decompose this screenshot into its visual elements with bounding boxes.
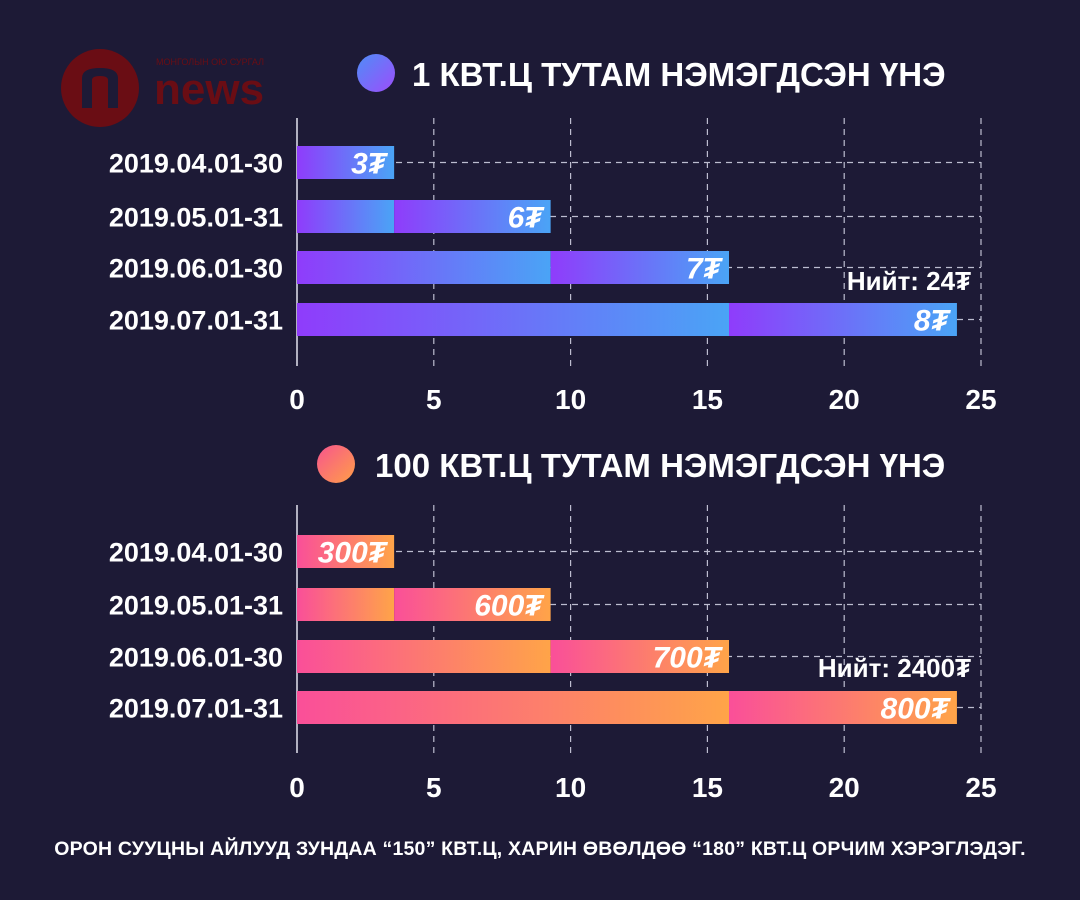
- value-label: 300₮: [318, 537, 389, 570]
- x-tick-label: 25: [965, 772, 996, 803]
- x-tick-label: 0: [289, 772, 305, 803]
- bar-increment-segment: [297, 535, 395, 568]
- bar-increment-segment: [550, 640, 730, 673]
- x-tick-label: 10: [555, 384, 586, 415]
- x-tick-label: 15: [692, 772, 723, 803]
- value-label: 800₮: [881, 693, 952, 726]
- value-label: 6₮: [508, 202, 546, 235]
- value-label: 700₮: [653, 642, 724, 675]
- footer-note: ОРОН СУУЦНЫ АЙЛУУД ЗУНДАА “150” КВТ.Ц, Х…: [54, 838, 1026, 860]
- total-label: Нийт: 24₮: [847, 266, 971, 296]
- category-label: 2019.07.01-31: [109, 694, 283, 724]
- bar-increment-segment: [729, 691, 957, 724]
- legend-marker: [357, 54, 395, 92]
- bar-increment-segment: [550, 251, 730, 284]
- bar-increment-segment: [729, 303, 957, 336]
- chart-title: 100 КВТ.Ц ТУТАМ НЭМЭГДСЭН ҮНЭ: [375, 447, 945, 484]
- chart-1: 1 КВТ.Ц ТУТАМ НЭМЭГДСЭН ҮНЭ 0 5 10 15 20 25 201…: [109, 54, 997, 415]
- category-label: 2019.05.01-31: [109, 203, 283, 233]
- value-label: 600₮: [474, 590, 545, 623]
- chart-2: 100 КВТ.Ц ТУТАМ НЭМЭГДСЭН ҮНЭ 0 5 10 15 20 25 2…: [109, 445, 997, 803]
- x-tick-label: 0: [289, 384, 305, 415]
- category-label: 2019.06.01-30: [109, 643, 283, 673]
- x-tick-label: 15: [692, 384, 723, 415]
- bar-previous-segment: [297, 640, 551, 673]
- bar-increment-segment: [297, 146, 395, 179]
- x-tick-label: 25: [965, 384, 996, 415]
- chart-title: 1 КВТ.Ц ТУТАМ НЭМЭГДСЭН ҮНЭ: [412, 56, 946, 93]
- bar-previous-segment: [297, 588, 395, 621]
- category-label: 2019.04.01-30: [109, 149, 283, 179]
- value-label: 3₮: [351, 148, 389, 181]
- x-tick-label: 5: [426, 772, 442, 803]
- x-tick-label: 10: [555, 772, 586, 803]
- bar-previous-segment: [297, 251, 551, 284]
- bar-increment-segment: [394, 588, 551, 621]
- news-logo: МОНГОЛЫН ОЮ СУРГАЛ news: [61, 49, 264, 127]
- x-tick-label: 5: [426, 384, 442, 415]
- bar-previous-segment: [297, 303, 730, 336]
- category-label: 2019.04.01-30: [109, 538, 283, 568]
- category-label: 2019.06.01-30: [109, 254, 283, 284]
- logo-wordmark: news: [154, 65, 264, 114]
- category-label: 2019.07.01-31: [109, 306, 283, 336]
- category-label: 2019.05.01-31: [109, 591, 283, 621]
- logo-tagline: МОНГОЛЫН ОЮ СУРГАЛ: [156, 57, 264, 67]
- total-label: Нийт: 2400₮: [818, 653, 971, 683]
- bar-previous-segment: [297, 200, 395, 233]
- bar-previous-segment: [297, 691, 730, 724]
- value-label: 8₮: [914, 305, 952, 338]
- x-tick-label: 20: [829, 384, 860, 415]
- value-label: 7₮: [686, 253, 724, 286]
- logo-circle: [61, 49, 139, 127]
- bar-increment-segment: [394, 200, 551, 233]
- legend-marker: [317, 445, 355, 483]
- logo-n-glyph: [82, 68, 118, 108]
- x-tick-label: 20: [829, 772, 860, 803]
